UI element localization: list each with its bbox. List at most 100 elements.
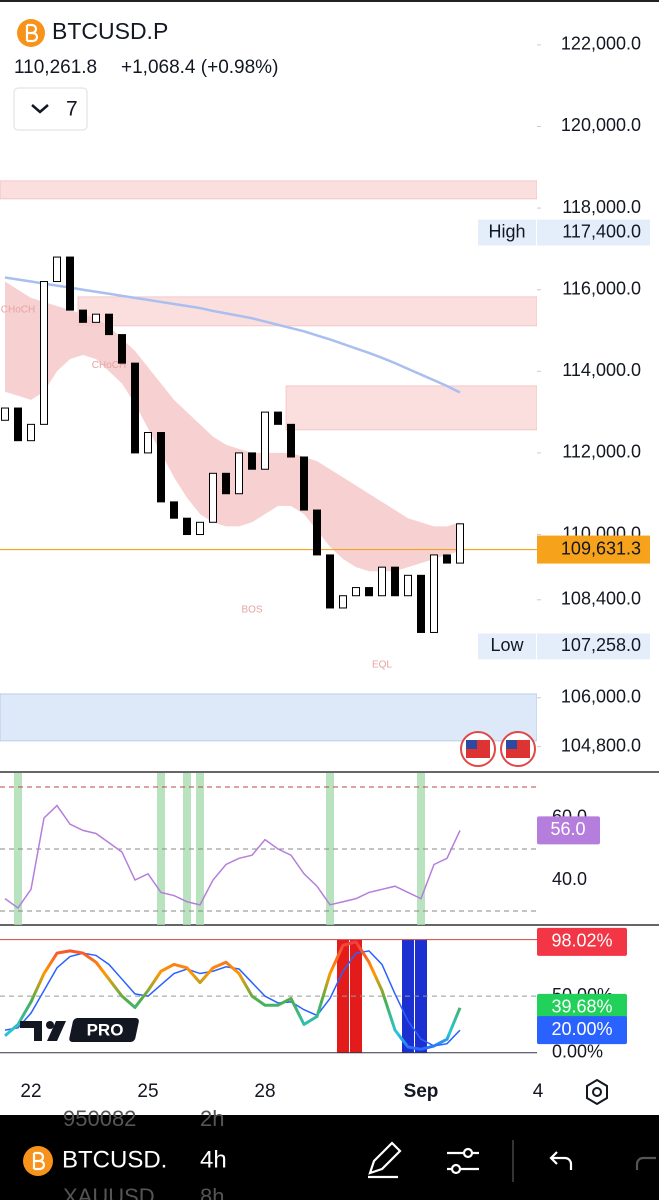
settings-icon[interactable] <box>586 1078 608 1106</box>
x-tick-label: 25 <box>137 1081 158 1102</box>
coin-glyph <box>32 1151 46 1171</box>
y-tick-label: 112,000.0 <box>562 442 641 462</box>
candle-body <box>235 452 243 495</box>
stoch-value-label: 20.00% <box>551 1019 612 1039</box>
candle-body <box>417 574 425 633</box>
draw-icon[interactable] <box>368 1141 402 1179</box>
rsi-current-label: 56.0 <box>550 819 585 839</box>
logo-text: PRO <box>87 1020 124 1039</box>
candle-body <box>339 595 347 609</box>
candle-body <box>53 256 61 283</box>
redo-icon[interactable] <box>635 1156 656 1170</box>
x-tick-label: 22 <box>20 1081 41 1102</box>
candle-body <box>404 574 412 597</box>
zone <box>0 180 537 200</box>
zone <box>0 693 537 742</box>
candle-body <box>170 501 178 519</box>
stoch-tick-label: 0.00% <box>552 1041 603 1061</box>
toolbar-interval[interactable]: 4h <box>200 1146 227 1173</box>
coin-glyph <box>25 23 39 43</box>
last-price-box <box>537 535 650 564</box>
rsi-signal <box>183 773 191 925</box>
candle-body <box>118 334 126 364</box>
high-value-box <box>537 219 650 246</box>
rsi-signal <box>326 773 334 925</box>
price: 110,261.8 <box>14 57 97 78</box>
candle-body <box>66 256 74 311</box>
y-tick-label: 122,000.0 <box>561 34 641 54</box>
y-tick-label: 118,000.0 <box>562 197 641 217</box>
ghost-interval: 8h <box>200 1184 224 1200</box>
toolbar-symbol[interactable]: BTCUSD. <box>62 1146 167 1173</box>
stoch-k <box>4 940 462 1051</box>
rsi-pane: 60.040.056.0 <box>0 773 600 925</box>
overlay: 122,000.0 120,000.0 118,000.0 116,000.0 114,… <box>478 34 650 755</box>
stoch-value-box <box>537 927 627 956</box>
x-tick-label: Sep <box>404 1081 439 1102</box>
candle-body <box>92 313 100 323</box>
high-value: 117,400.0 <box>562 221 641 241</box>
rsi-tick-label: 40.0 <box>552 869 587 889</box>
stoch-pane: 50.00%0.00%98.02%39.68%20.00% <box>0 927 627 1061</box>
stoch-value-box <box>537 1016 627 1045</box>
candle-body <box>222 472 230 495</box>
low-name: Low <box>490 635 524 655</box>
structure-label: CHoCH <box>92 360 126 371</box>
zone <box>285 385 537 431</box>
zone <box>77 296 537 327</box>
indicator-toggle[interactable] <box>13 87 88 131</box>
candle-body <box>313 509 321 556</box>
moving-average <box>4 276 461 394</box>
candle-body <box>326 554 334 609</box>
candle-body <box>443 554 451 564</box>
y-tick-label: 104,800.0 <box>561 735 641 755</box>
rsi-line <box>4 804 461 909</box>
candle-body <box>131 362 139 454</box>
high-name-box <box>478 219 536 246</box>
structure-label: CHoCH <box>1 305 35 316</box>
candle-body <box>300 456 308 511</box>
change: +1,068.4 (+0.98%) <box>121 57 278 78</box>
y-tick-label: 120,000.0 <box>561 115 641 135</box>
candle-body <box>248 452 256 470</box>
candle-body <box>79 309 87 323</box>
candle-body <box>157 432 165 503</box>
event-flags <box>460 731 536 767</box>
undo-icon[interactable] <box>549 1151 573 1170</box>
candle-body <box>27 423 35 442</box>
candle-body <box>378 566 386 597</box>
stoch-value-label: 98.02% <box>551 931 612 951</box>
stoch-extreme <box>415 940 427 1053</box>
settings-icon-dot <box>592 1087 602 1097</box>
high-name: High <box>488 221 525 241</box>
ghost-symbol: 950082 <box>63 1106 136 1131</box>
stoch-value-box <box>537 993 627 1022</box>
candle-body <box>40 281 48 425</box>
candle-body <box>14 407 22 442</box>
indicator-count: 7 <box>66 98 78 121</box>
chevron <box>31 104 49 114</box>
last-price-label: 109,631.3 <box>561 538 641 558</box>
candle-body <box>274 411 282 425</box>
ghost-interval: 2h <box>200 1106 224 1131</box>
candle-body <box>1 407 9 421</box>
ghost-symbol: XAUUSD <box>63 1184 155 1200</box>
candle-body <box>144 432 152 454</box>
symbol: BTCUSD.P <box>52 18 168 44</box>
candle-body <box>261 411 269 470</box>
candle-body <box>287 423 295 458</box>
low-value: 107,258.0 <box>561 635 641 655</box>
low-name-box <box>478 633 536 660</box>
rsi-signal <box>157 773 165 925</box>
candle-body <box>365 587 373 597</box>
y-tick-label: 114,000.0 <box>562 360 641 380</box>
y-tick-label: 116,000.0 <box>562 278 641 298</box>
structure-label: BOS <box>241 605 262 616</box>
rsi-signal <box>417 773 425 925</box>
rsi-current-box <box>537 816 600 845</box>
y-tick-label: 108,400.0 <box>561 589 641 609</box>
candle-body <box>183 517 191 536</box>
candle-body <box>196 521 204 536</box>
